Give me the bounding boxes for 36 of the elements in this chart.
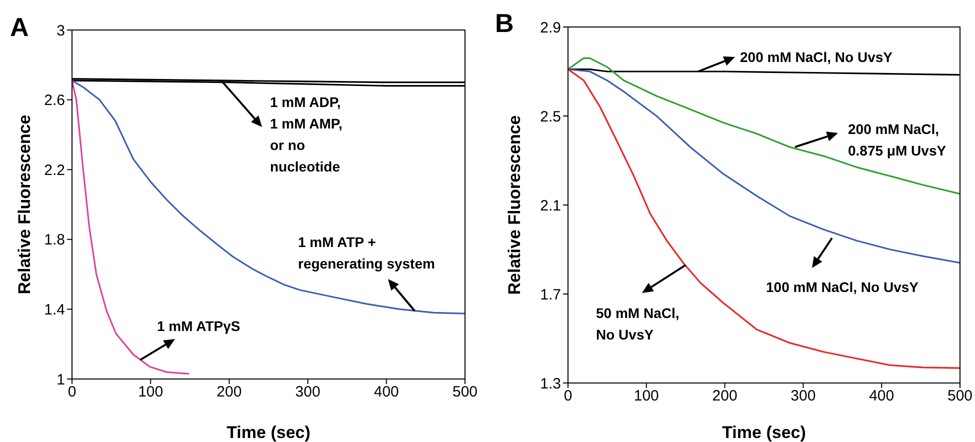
annotation: 200 mM NaCl, 0.875 μM UvsY	[848, 121, 947, 158]
x-tick-label: 300	[790, 388, 816, 405]
y-tick-label: 1.4	[44, 302, 65, 319]
annotation: 1 mM ATP + regenerating system	[298, 234, 435, 272]
x-tick-label: 0	[564, 388, 572, 405]
x-tick-label: 100	[634, 388, 659, 405]
x-tick-label: 0	[68, 384, 76, 401]
annotation: 100 mM NaCl, No UvsY	[766, 279, 920, 295]
y-tick-label: 3	[56, 22, 65, 40]
annotation: 1 mM ATPγS	[157, 318, 240, 334]
x-tick-label: 500	[452, 384, 478, 401]
y-tick-label: 2.1	[540, 197, 561, 214]
annotation: 1 mM ADP, 1 mM AMP, or no nucleotide	[270, 94, 342, 174]
chart-title: A	[10, 12, 29, 42]
x-axis-title: Time (sec)	[722, 423, 806, 442]
y-axis-title: Relative Fluorescence	[15, 114, 34, 294]
y-tick-label: 1	[56, 371, 65, 388]
y-tick-label: 1.3	[540, 375, 561, 392]
y-tick-label: 1.8	[44, 232, 65, 249]
chart-title: B	[495, 8, 514, 38]
annotation: 200 mM NaCl, No UvsY	[740, 49, 894, 65]
y-tick-label: 2.2	[44, 162, 65, 179]
y-axis-title: Relative Fluorescence	[505, 115, 524, 295]
y-tick-label: 1.7	[540, 286, 561, 304]
y-tick-label: 2.6	[44, 92, 65, 110]
x-tick-label: 300	[295, 384, 320, 401]
x-tick-label: 400	[869, 388, 894, 405]
x-tick-label: 100	[138, 384, 164, 401]
y-tick-label: 2.9	[540, 19, 561, 36]
x-axis-title: Time (sec)	[226, 423, 310, 442]
x-tick-label: 200	[712, 388, 738, 405]
x-tick-label: 500	[947, 388, 973, 405]
x-tick-label: 400	[374, 384, 399, 401]
y-tick-label: 2.5	[540, 108, 561, 126]
x-tick-label: 200	[216, 384, 242, 401]
annotation: 50 mM NaCl, No UvsY	[596, 305, 680, 342]
